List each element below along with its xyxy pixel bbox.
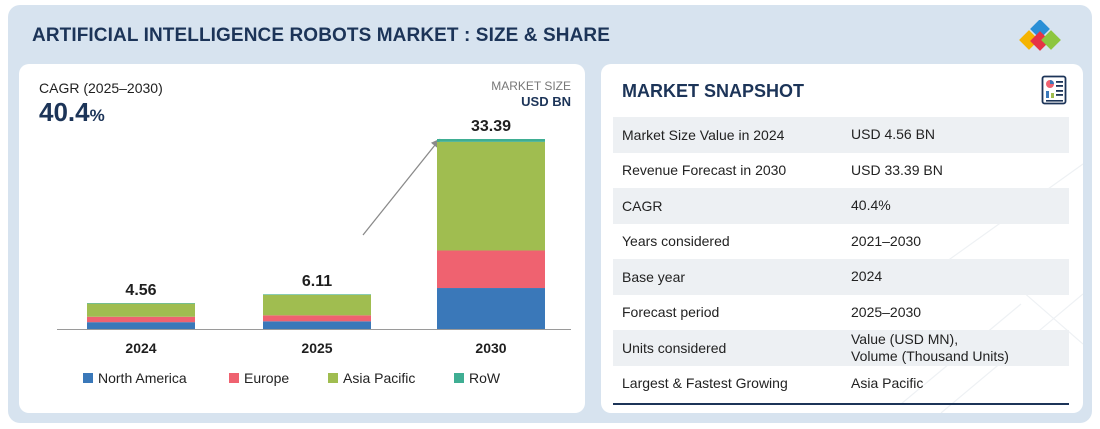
snapshot-key: Revenue Forecast in 2030	[622, 162, 787, 179]
cagr-value-block: 40.4%	[39, 97, 105, 128]
table-row: Base year 2024	[613, 259, 1069, 295]
bar-segment-row-2030	[437, 139, 545, 142]
bar-total-label: 4.56	[125, 282, 156, 299]
table-row: Market Size Value in 2024 USD 4.56 BN	[613, 117, 1069, 153]
snapshot-key: Forecast period	[622, 304, 720, 321]
legend-swatch-north-america	[83, 373, 93, 383]
snapshot-key: Base year	[622, 268, 686, 285]
bar-segment-asia-pacific-2030	[437, 141, 545, 251]
legend-item-asia-pacific: Asia Pacific	[328, 370, 415, 386]
table-row: Largest & Fastest Growing Asia Pacific	[613, 366, 1069, 402]
snapshot-key: CAGR	[622, 197, 663, 214]
report-dashboard-icon	[1041, 75, 1067, 105]
snapshot-value: 2025–2030	[851, 303, 922, 320]
bar-segment-north-america-2025	[263, 321, 371, 329]
bar-segment-north-america-2024	[87, 322, 195, 329]
logo-blue-diamond	[1030, 20, 1050, 39]
table-row: Units considered Value (USD MN), Volume …	[613, 330, 1069, 366]
logo-red-diamond	[1030, 31, 1050, 51]
legend-swatch-asia-pacific	[328, 373, 338, 383]
legend-swatch-row	[454, 373, 464, 383]
cagr-label: CAGR (2025–2030)	[39, 80, 163, 96]
cagr-unit: %	[89, 106, 105, 125]
snapshot-value: 40.4%	[851, 197, 891, 214]
snapshot-title: MARKET SNAPSHOT	[622, 81, 805, 101]
legend-label: RoW	[469, 370, 501, 386]
legend-label: North America	[98, 370, 187, 386]
legend-label: Asia Pacific	[343, 370, 416, 386]
x-tick-label: 2030	[475, 340, 506, 356]
growth-arrow	[362, 138, 441, 236]
market-size-unit: USD BN	[521, 94, 571, 109]
brand-logo-icon	[1019, 20, 1061, 51]
legend-item-europe: Europe	[229, 370, 289, 386]
bar-segment-asia-pacific-2024	[87, 303, 195, 317]
snapshot-key: Largest & Fastest Growing	[622, 375, 788, 392]
market-size-label: MARKET SIZE	[491, 79, 571, 93]
x-tick-label: 2025	[301, 340, 332, 356]
table-row: Years considered 2021–2030	[613, 224, 1069, 260]
snapshot-value: Value (USD MN), Volume (Thousand Units)	[851, 330, 1009, 364]
bar-total-label: 33.39	[471, 118, 511, 135]
bar-segment-europe-2030	[437, 250, 545, 289]
bar-segment-row-2024	[87, 303, 195, 304]
table-row: Revenue Forecast in 2030 USD 33.39 BN	[613, 153, 1069, 189]
bars-group: 4.56 2024 6.11 2025 33.39 2030	[87, 118, 545, 356]
table-row: Forecast period 2025–2030	[613, 295, 1069, 331]
bar-segment-row-2025	[263, 294, 371, 295]
snapshot-key: Years considered	[622, 233, 730, 250]
snapshot-value: USD 4.56 BN	[851, 126, 936, 143]
snapshot-value: 2024	[851, 268, 883, 285]
snapshot-bottom-rule	[613, 403, 1069, 405]
snapshot-key: Market Size Value in 2024	[622, 126, 785, 143]
market-size-chart-card: CAGR (2025–2030) 40.4% MARKET SIZE USD B…	[19, 64, 585, 413]
legend-item-north-america: North America	[83, 370, 187, 386]
bar-segment-europe-2025	[263, 315, 371, 322]
logo-green-diamond	[1041, 30, 1061, 50]
page-title: ARTIFICIAL INTELLIGENCE ROBOTS MARKET : …	[32, 25, 611, 46]
chart-legend: North America Europe Asia Pacific RoW	[19, 370, 585, 390]
snapshot-table: Market Size Value in 2024 USD 4.56 BN Re…	[613, 117, 1069, 401]
snapshot-key: Units considered	[622, 339, 727, 356]
bar-segment-europe-2024	[87, 316, 195, 323]
infographic-frame: ARTIFICIAL INTELLIGENCE ROBOTS MARKET : …	[8, 5, 1092, 423]
bar-total-label: 6.11	[302, 273, 332, 290]
market-snapshot-card: MARKET SNAPSHOT Market Size Value in 202…	[601, 64, 1083, 413]
snapshot-value: 2021–2030	[851, 232, 922, 249]
snapshot-value: USD 33.39 BN	[851, 161, 943, 178]
x-tick-label: 2024	[125, 340, 156, 356]
bar-segment-north-america-2030	[437, 288, 545, 329]
stacked-bar-chart: 4.56 2024 6.11 2025 33.39 2030	[57, 118, 571, 356]
snapshot-value: Asia Pacific	[851, 374, 924, 391]
legend-label: Europe	[244, 370, 290, 386]
logo-yellow-diamond	[1019, 30, 1039, 50]
legend-swatch-europe	[229, 373, 239, 383]
bar-segment-asia-pacific-2025	[263, 294, 371, 316]
legend-item-row: RoW	[454, 370, 500, 386]
table-row: CAGR 40.4%	[613, 188, 1069, 224]
cagr-value: 40.4	[39, 97, 90, 127]
